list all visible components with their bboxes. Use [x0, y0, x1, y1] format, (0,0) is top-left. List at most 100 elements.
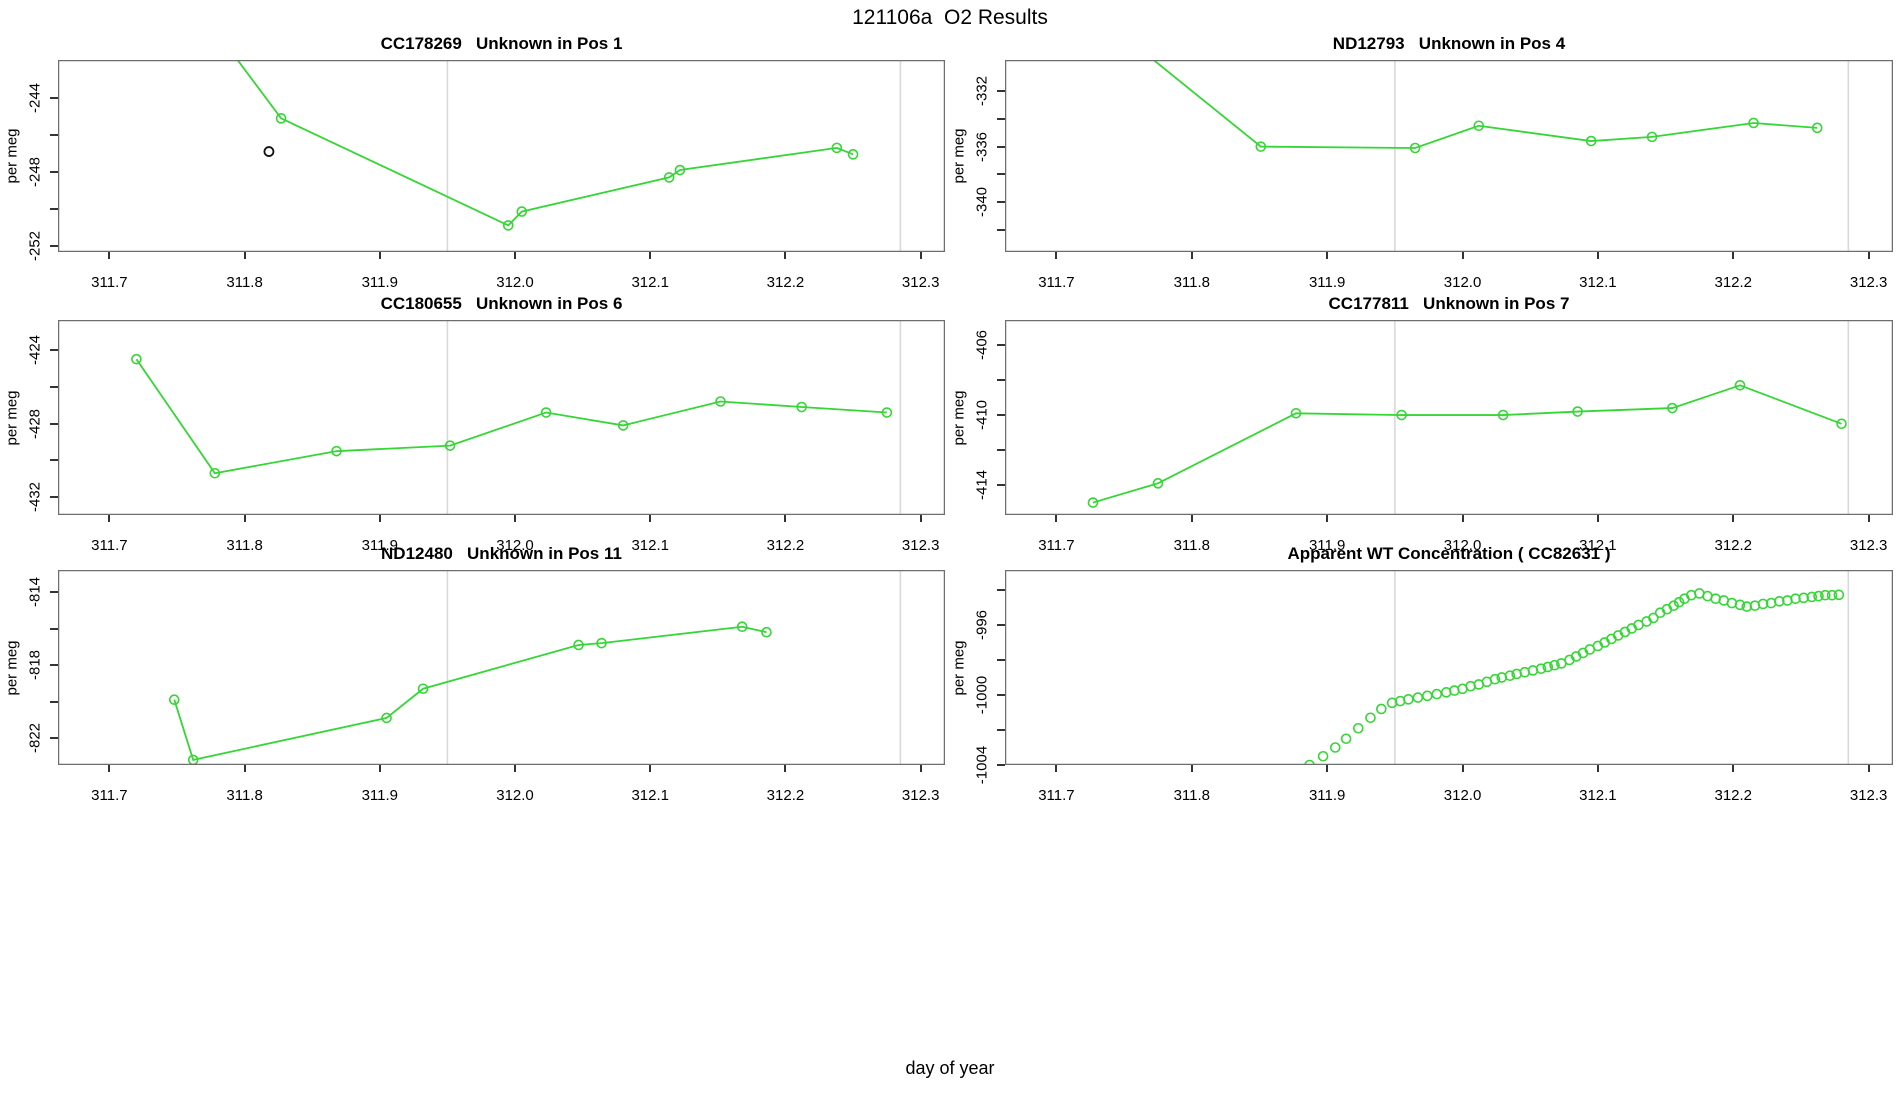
tick-label: 312.3 [901, 274, 940, 291]
tick-label: 312.1 [631, 537, 670, 554]
tick-mark [997, 145, 1005, 148]
tick-label: -414 [973, 470, 991, 501]
tick-label: 312.2 [766, 274, 805, 291]
panel-title: CC180655 Unknown in Pos 6 [380, 294, 623, 313]
tick-label: 311.7 [91, 787, 128, 804]
tick-label: 312.3 [901, 537, 940, 554]
tick-mark [1867, 515, 1870, 522]
tick-label: 312.3 [901, 787, 940, 804]
tick-mark [997, 344, 1005, 347]
panel-title: ND12793 Unknown in Pos 4 [1332, 34, 1566, 53]
tick-label: 312.2 [1714, 787, 1753, 804]
y-axis-label: per meg [950, 128, 968, 184]
tick-label: 312.0 [496, 787, 534, 804]
y-axis-label: per meg [950, 639, 968, 696]
tick-mark [1732, 515, 1735, 522]
panel-title: CC177811 Unknown in Pos 7 [1328, 294, 1570, 313]
tick-label: -332 [973, 75, 991, 107]
y-axis-label: per meg [950, 389, 968, 446]
tick-label: 312.3 [1849, 787, 1888, 804]
figure-title: 121106a O2 Results [852, 6, 1048, 29]
tick-mark [997, 229, 1005, 232]
tick-label: -996 [973, 609, 991, 640]
tick-mark [649, 765, 652, 772]
tick-mark [997, 449, 1005, 452]
panel-title: CC178269 Unknown in Pos 1 [380, 34, 623, 53]
tick-label: 312.1 [631, 274, 670, 291]
plot-area [1005, 60, 1893, 252]
tick-mark [997, 173, 1005, 176]
tick-mark [243, 252, 246, 259]
tick-mark [50, 422, 58, 425]
tick-label: 311.9 [1308, 537, 1346, 554]
tick-mark [50, 737, 58, 739]
tick-mark [378, 515, 381, 522]
tick-mark [997, 484, 1005, 487]
tick-mark [514, 765, 517, 772]
tick-mark [997, 588, 1005, 591]
tick-label: -814 [26, 577, 44, 608]
tick-label: -340 [973, 187, 991, 218]
tick-mark [784, 765, 787, 772]
tick-label: -410 [973, 400, 991, 431]
tick-label: 312.0 [1443, 537, 1482, 554]
tick-label: 312.1 [1579, 787, 1617, 804]
tick-mark [378, 765, 381, 772]
tick-label: -1004 [973, 745, 991, 785]
tick-mark [50, 591, 58, 594]
tick-mark [1326, 252, 1329, 259]
tick-mark [378, 252, 381, 259]
tick-label: 311.8 [1173, 787, 1211, 804]
tick-mark [50, 700, 58, 703]
tick-mark [997, 379, 1005, 382]
tick-label: 311.9 [1308, 274, 1346, 291]
tick-label: 311.9 [361, 787, 399, 804]
tick-label: -248 [26, 156, 44, 187]
tick-mark [50, 244, 58, 247]
tick-label: -406 [973, 330, 991, 361]
tick-label: -1000 [973, 675, 991, 715]
tick-mark [50, 496, 58, 499]
tick-mark [1326, 515, 1329, 522]
tick-mark [1055, 252, 1058, 259]
tick-mark [1190, 765, 1193, 772]
tick-mark [997, 414, 1005, 417]
tick-mark [50, 627, 58, 630]
tick-mark [997, 693, 1005, 696]
tick-label: 312.3 [1849, 274, 1888, 291]
tick-mark [1461, 765, 1464, 772]
tick-mark [1190, 252, 1193, 259]
tick-mark [1732, 252, 1735, 259]
tick-label: 312.0 [496, 274, 534, 291]
tick-label: 311.8 [226, 787, 263, 804]
tick-label: -822 [26, 722, 44, 754]
tick-mark [997, 728, 1005, 731]
tick-mark [1326, 765, 1329, 772]
tick-mark [997, 90, 1005, 92]
panel-title: ND12480 Unknown in Pos 11 [381, 544, 622, 563]
tick-mark [50, 170, 58, 173]
tick-label: 312.2 [1714, 274, 1753, 291]
tick-label: 312.2 [1714, 537, 1753, 554]
tick-mark [50, 97, 58, 100]
tick-label: 312.0 [1443, 274, 1482, 291]
y-axis-label: per meg [3, 128, 21, 184]
tick-mark [997, 764, 1005, 766]
tick-mark [50, 459, 58, 462]
tick-mark [108, 252, 111, 259]
plot-area [1005, 570, 1893, 765]
tick-label: 312.0 [1443, 787, 1482, 804]
tick-label: 311.7 [1038, 274, 1075, 291]
tick-label: 311.8 [1173, 537, 1211, 554]
tick-mark [50, 348, 58, 351]
plot-area [58, 570, 945, 765]
tick-mark [50, 385, 58, 388]
x-axis-global-label: day of year [905, 1058, 995, 1078]
tick-mark [50, 133, 58, 136]
y-axis-label: per meg [3, 389, 21, 446]
tick-mark [1596, 515, 1599, 522]
tick-mark [1461, 515, 1464, 522]
tick-mark [649, 252, 652, 259]
tick-label: -252 [26, 230, 44, 261]
